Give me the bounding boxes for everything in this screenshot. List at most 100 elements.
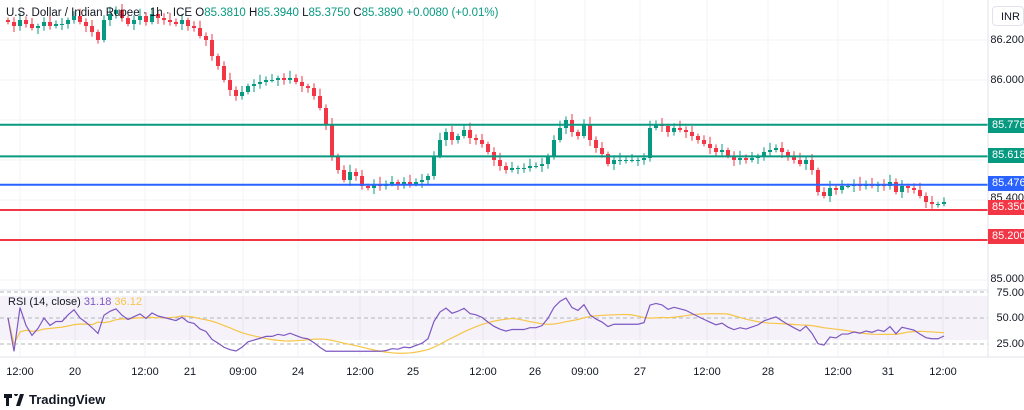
level-tag: 85.476 (988, 176, 1024, 191)
candle-body (654, 124, 658, 128)
high-value: 85.3940 (257, 7, 299, 19)
candle-body (24, 20, 28, 24)
candle-body (300, 82, 304, 86)
candle-body (930, 202, 934, 204)
rsi-ma-value: 36.12 (114, 296, 142, 308)
candle-body (18, 20, 22, 26)
level-tag: 85.200 (988, 229, 1024, 244)
level-tag: 85.618 (988, 148, 1024, 163)
candle-body (144, 16, 148, 22)
rsi-axis-label: 75.00 (996, 287, 1024, 299)
candle-body (918, 190, 922, 196)
candle-body (390, 182, 394, 184)
candle-body (480, 140, 484, 144)
candle-body (180, 20, 184, 24)
candle-body (12, 22, 16, 26)
candle-body (408, 182, 412, 184)
price-label: 85.000 (990, 273, 1024, 285)
candle-body (396, 182, 400, 184)
candle-body (288, 78, 292, 80)
candle-body (462, 130, 466, 136)
candle-body (750, 158, 754, 160)
candle-body (456, 136, 460, 140)
currency-button[interactable]: INR (992, 6, 1024, 26)
candle-body (294, 78, 298, 82)
candle-body (438, 140, 442, 156)
candle-body (234, 90, 238, 96)
candle-body (516, 168, 520, 169)
price-label: 86.000 (990, 74, 1024, 86)
time-label: 12:00 (693, 366, 721, 378)
candle-body (804, 160, 808, 164)
candle-body (312, 88, 316, 96)
low-value: 85.3750 (308, 7, 351, 19)
candle-body (546, 156, 550, 164)
candle-body (714, 148, 718, 152)
time-label: 24 (291, 366, 305, 378)
candle-body (432, 156, 436, 176)
rsi-axis-label: 50.00 (996, 312, 1024, 324)
candle-body (840, 186, 844, 190)
candle-body (786, 152, 790, 156)
candle-body (906, 186, 910, 188)
candle-body (570, 120, 574, 132)
candle-body (894, 182, 898, 192)
candle-body (216, 56, 220, 66)
candle-body (642, 158, 646, 160)
candle-body (690, 132, 694, 136)
candle-body (678, 128, 682, 130)
interval: 1h (149, 7, 163, 19)
level-lines (0, 123, 988, 241)
candle-body (942, 202, 946, 204)
candle-body (162, 18, 166, 20)
candle-body (744, 158, 748, 160)
candle-body (600, 148, 604, 154)
change-value: +0.0080 (+0.01%) (406, 7, 499, 19)
candle-body (798, 160, 802, 164)
rsi-legend[interactable]: RSI (14, close) 31.18 36.12 (8, 296, 142, 308)
level-tag: 85.350 (988, 200, 1024, 215)
candle-body (126, 18, 130, 24)
candle-body (576, 132, 580, 136)
candle-body (420, 180, 424, 182)
candle-body (120, 10, 124, 18)
candle-body (72, 16, 76, 20)
candle-body (630, 160, 634, 161)
symbol-legend[interactable]: U.S. Dollar / Indian Rupee · 1h · ICE O8… (6, 7, 499, 19)
time-label: 12:00 (824, 366, 852, 378)
candle-body (666, 126, 670, 132)
candle-body (498, 160, 502, 166)
candle-body (84, 22, 88, 26)
candle-body (354, 172, 358, 176)
time-label: 26 (528, 366, 542, 378)
candle-body (30, 24, 34, 28)
time-label: 20 (68, 366, 82, 378)
candle-body (138, 16, 142, 20)
candle-body (78, 16, 82, 22)
candle-body (774, 148, 778, 150)
time-label: 31 (881, 366, 895, 378)
candle-body (114, 10, 118, 14)
candle-body (60, 24, 64, 25)
candle-body (726, 150, 730, 156)
close-value: 85.3890 (361, 7, 404, 19)
candle-body (900, 186, 904, 192)
candle-body (276, 78, 280, 80)
tradingview-logo[interactable]: TradingView (4, 392, 105, 407)
candle-body (810, 160, 814, 170)
candle-body (150, 14, 154, 22)
candle-body (816, 170, 820, 192)
exchange: ICE (172, 7, 193, 19)
candle-body (192, 26, 196, 28)
candle-body (606, 154, 610, 164)
candle-body (582, 124, 586, 136)
rsi-label: RSI (14, close) (8, 296, 81, 308)
candle-body (348, 172, 352, 180)
candle-body (738, 158, 742, 160)
rsi-value: 31.18 (83, 296, 112, 308)
candle-body (588, 124, 592, 140)
candle-body (528, 166, 532, 168)
time-label: 28 (761, 366, 775, 378)
candle-body (780, 148, 784, 152)
